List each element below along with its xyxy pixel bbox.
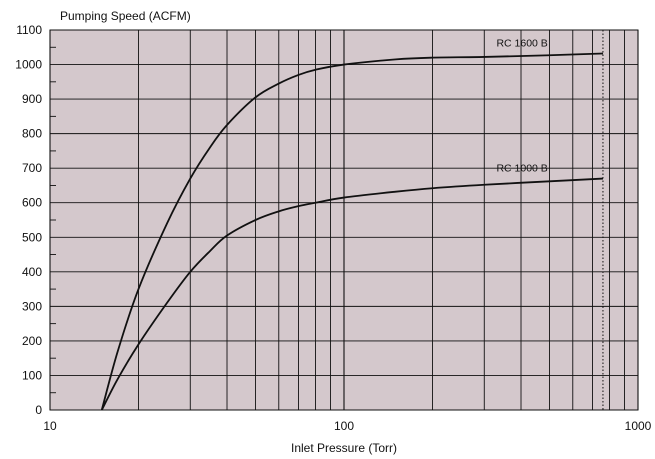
y-tick-label: 200 — [22, 334, 42, 348]
series-line-2 — [100, 177, 604, 411]
y-tick-label: 500 — [22, 230, 42, 244]
grid-lines — [49, 29, 639, 411]
y-tick-label: 900 — [22, 92, 42, 106]
y-axis-title: Pumping Speed (ACFM) — [60, 9, 191, 23]
x-axis-title: Inlet Pressure (Torr) — [291, 441, 397, 455]
x-tick-label: 100 — [334, 419, 354, 433]
x-tick-label: 1000 — [625, 419, 652, 433]
y-tick-label: 600 — [22, 196, 42, 210]
x-tick-label: 10 — [43, 419, 57, 433]
y-tick-label: 1000 — [15, 58, 42, 72]
series-label-1: RC 1600 B — [496, 37, 547, 49]
y-tick-label: 0 — [35, 403, 42, 417]
series-label-2: RC 1000 B — [496, 163, 547, 175]
y-tick-label: 100 — [22, 368, 42, 382]
tick-layer: 0 100 200 300 400 500 600 700 800 900 1000 1100 10 10… — [15, 23, 651, 433]
y-tick-label: 800 — [22, 127, 42, 141]
y-tick-label: 700 — [22, 161, 42, 175]
y-tick-label: 1100 — [16, 23, 42, 37]
series-line-1 — [100, 52, 603, 411]
y-tick-label: 300 — [22, 299, 42, 313]
series-layer: RC 1600 B RC 1000 B — [100, 37, 604, 411]
y-tick-label: 400 — [22, 265, 42, 279]
